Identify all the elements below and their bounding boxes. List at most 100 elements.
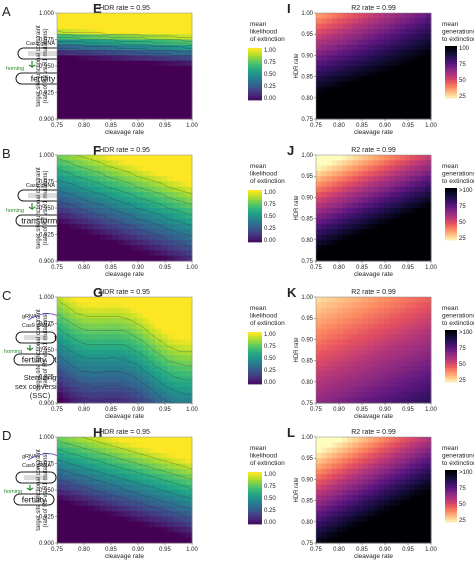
heat-cell [173, 97, 181, 104]
heat-cell [149, 108, 156, 115]
heat-cell [161, 355, 168, 361]
heat-cell [368, 160, 374, 166]
heat-cell [389, 537, 395, 544]
heat-cell [179, 376, 187, 383]
heat-cell [321, 537, 327, 544]
heat-cell [352, 192, 359, 198]
heat-cell [75, 250, 82, 257]
heat-cell [118, 392, 125, 399]
heat-cell [124, 92, 132, 99]
heat-cell [399, 92, 406, 99]
heat-cell [142, 160, 150, 166]
heat-cell [179, 13, 187, 19]
heat-cell [363, 339, 369, 346]
heat-cell [124, 218, 132, 225]
heat-cell [321, 387, 327, 393]
y-tick-label: 1.00 [301, 153, 313, 159]
heat-cell [383, 176, 390, 182]
heat-cell [394, 397, 401, 404]
heat-cell [336, 28, 343, 35]
heat-cell [161, 537, 168, 544]
heat-cell [69, 532, 76, 539]
heat-cell [404, 87, 411, 93]
heat-cell [118, 527, 125, 533]
heat-cell [136, 250, 144, 257]
heat-cell [347, 87, 353, 93]
heat-cell [130, 13, 138, 19]
heat-cell [394, 66, 401, 72]
heat-cell [93, 234, 101, 241]
heat-cell [185, 208, 193, 214]
heat-cell [124, 103, 132, 109]
legend-tick-label: 0.00 [264, 520, 276, 526]
heat-cell [363, 355, 369, 361]
heat-cell [363, 81, 369, 88]
heat-cell [410, 192, 416, 198]
heat-cell [99, 387, 107, 393]
heat-cell [363, 360, 369, 367]
chart-panel-k: K R2 rate = 0.990.75 0.80 0.85 0.90 0.95 1.00c… [287, 285, 474, 420]
heat-cell [394, 87, 401, 93]
heat-cell [321, 23, 327, 30]
heat-cell [410, 92, 416, 99]
heat-cell [326, 500, 333, 507]
heat-cell [179, 463, 187, 470]
heat-cell [75, 500, 82, 507]
heat-cell [316, 334, 322, 340]
heat-cell [118, 197, 125, 204]
heat-cell [321, 245, 327, 251]
heat-cell [130, 334, 138, 340]
heat-cell [149, 381, 156, 388]
heat-cell [368, 239, 374, 246]
cas9-label: Cas9 gRNA [26, 41, 55, 47]
heat-cell [352, 165, 359, 172]
heat-cell [383, 495, 390, 501]
heat-cell [336, 108, 343, 115]
heat-cell [336, 339, 343, 346]
heat-cell [363, 500, 369, 507]
heat-cell [378, 302, 385, 308]
heat-cell [368, 505, 374, 512]
heat-cell [136, 255, 144, 262]
legend-swatch [445, 86, 457, 89]
heat-cell [167, 255, 174, 262]
heat-cell [87, 81, 95, 88]
heat-cell [410, 76, 416, 83]
heat-cell [173, 458, 181, 464]
heat-cell [81, 381, 89, 388]
heat-cell [357, 39, 364, 46]
heat-cell [112, 97, 119, 104]
heat-cell [179, 302, 187, 308]
heat-cell [112, 355, 119, 361]
heat-cell [99, 76, 107, 83]
heat-cell [87, 397, 95, 404]
heat-cell [321, 13, 327, 19]
heat-cell [81, 255, 89, 262]
heat-cell [57, 250, 64, 257]
legend-swatch [248, 518, 262, 521]
heat-cell [389, 87, 395, 93]
heat-cell [167, 60, 174, 67]
heat-cell [99, 500, 107, 507]
heat-cell [331, 360, 338, 367]
heat-cell [173, 516, 181, 523]
heat-cell [75, 66, 82, 72]
legend-swatch [248, 350, 262, 353]
heat-cell [155, 181, 162, 188]
heat-cell [383, 312, 390, 319]
heat-cell [124, 350, 132, 356]
heat-cell [173, 484, 181, 491]
heat-cell [106, 55, 113, 62]
heat-cell [420, 44, 427, 51]
heat-cell [415, 537, 421, 544]
heat-cell [155, 360, 162, 367]
heat-cell [179, 344, 187, 351]
heat-cell [81, 234, 89, 241]
heat-cell [425, 397, 432, 404]
heat-cell [383, 34, 390, 40]
legend-swatch [248, 372, 262, 375]
heat-cell [336, 103, 343, 109]
heat-cell [368, 397, 374, 404]
heat-cell [81, 495, 89, 501]
heat-cell [383, 318, 390, 324]
